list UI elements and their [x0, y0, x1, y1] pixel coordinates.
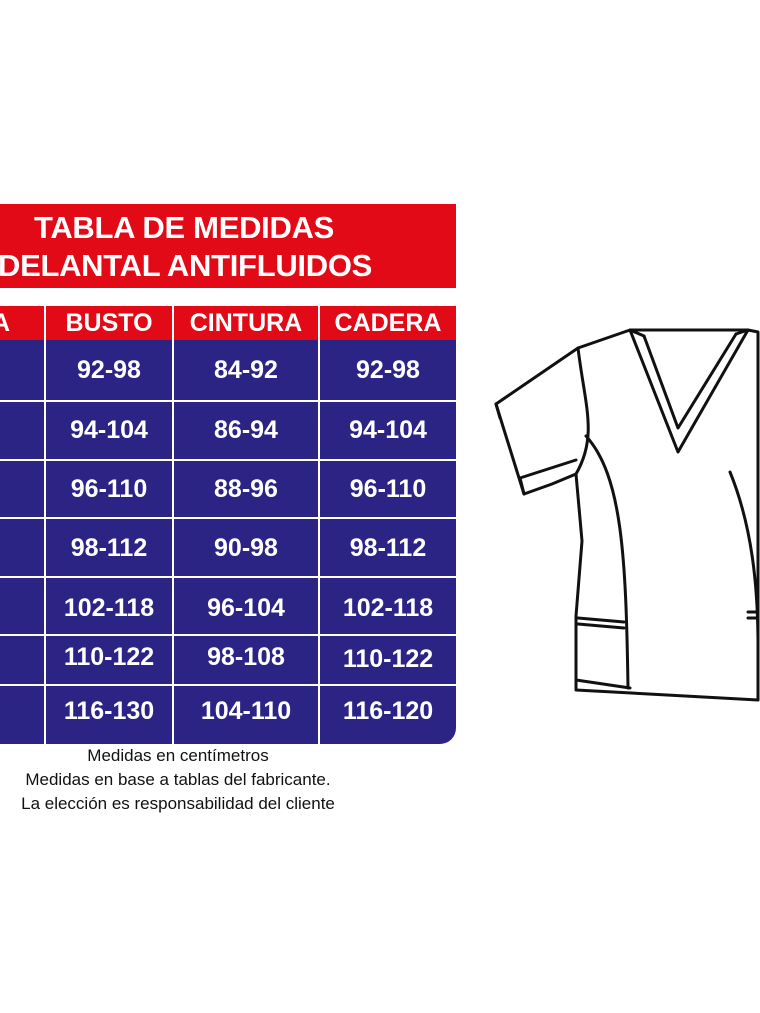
header-cintura: CINTURA: [189, 309, 303, 337]
column-divider: [172, 340, 174, 744]
table-cell-busto: 92-98: [77, 356, 141, 384]
column-divider: [318, 340, 320, 744]
table-cell-busto: 102-118: [63, 594, 155, 622]
table-cell-cintura: 86-94: [214, 416, 278, 444]
table-cell-cadera: 102-118: [342, 594, 434, 622]
row-divider: [0, 400, 456, 402]
note-units: Medidas en centímetros: [87, 746, 269, 765]
table-cell-cintura: 96-104: [207, 594, 285, 622]
row-divider: [0, 576, 456, 578]
note-responsibility: La elección es responsabilidad del clien…: [21, 794, 335, 813]
table-header-row: A BUSTO CINTURA CADERA: [0, 306, 456, 340]
title-banner: TABLA DE MEDIDAS DELANTAL ANTIFLUIDOS: [0, 204, 456, 288]
table-subtitle: DELANTAL ANTIFLUIDOS: [0, 248, 373, 283]
table-body: [0, 340, 456, 744]
table-cell-cintura: 104-110: [200, 697, 292, 725]
table-cell-busto: 116-130: [63, 697, 155, 725]
table-cell-cintura: 98-108: [207, 643, 285, 671]
row-divider: [0, 634, 456, 636]
column-divider: [44, 340, 46, 744]
table-cell-busto: 96-110: [70, 475, 148, 503]
table-cell-busto: 94-104: [70, 416, 148, 444]
table-cell-cadera: 96-110: [349, 475, 427, 503]
note-manufacturer: Medidas en base a tablas del fabricante.: [25, 770, 331, 789]
table-cell-cintura: 88-96: [214, 475, 278, 503]
table-cell-cadera: 116-120: [342, 697, 434, 725]
table-cell-cadera: 110-122: [342, 645, 434, 673]
table-cell-cadera: 92-98: [356, 356, 420, 384]
table-title: TABLA DE MEDIDAS: [34, 210, 335, 245]
table-cell-cintura: 90-98: [214, 534, 278, 562]
header-divider: [172, 306, 174, 340]
row-divider: [0, 459, 456, 461]
table-cell-cintura: 84-92: [214, 356, 278, 384]
table-cell-busto: 98-112: [70, 534, 148, 562]
row-divider: [0, 684, 456, 686]
table-cell-cadera: 98-112: [349, 534, 427, 562]
table-cell-busto: 110-122: [63, 643, 155, 671]
header-cadera: CADERA: [334, 309, 442, 337]
header-divider: [318, 306, 320, 340]
header-busto: BUSTO: [65, 309, 153, 337]
header-divider: [44, 306, 46, 340]
row-divider: [0, 517, 456, 519]
table-cell-cadera: 94-104: [349, 416, 427, 444]
scrub-top-outline-icon: [490, 326, 760, 711]
header-talla-cut: A: [0, 309, 11, 337]
